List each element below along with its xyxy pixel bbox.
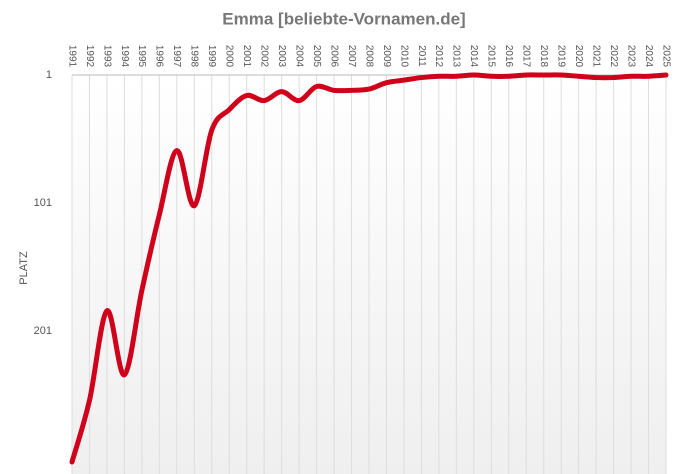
- x-tick-label: 1993: [101, 45, 112, 68]
- y-tick-label: 1: [46, 69, 52, 81]
- x-tick-label: 2022: [608, 45, 619, 68]
- x-tick-label: 1996: [154, 45, 165, 68]
- x-tick-label: 2004: [293, 45, 304, 68]
- x-tick-label: 2009: [381, 45, 392, 68]
- x-tick-label: 2006: [328, 45, 339, 68]
- x-tick-label: 2008: [363, 45, 374, 68]
- x-tick-label: 1997: [171, 45, 182, 68]
- x-tick-label: 1994: [119, 45, 130, 68]
- x-tick-label: 2005: [311, 45, 322, 68]
- x-tick-label: 2023: [625, 45, 636, 68]
- x-tick-label: 2001: [241, 45, 252, 68]
- chart-title: Emma [beliebte-Vornamen.de]: [222, 9, 465, 28]
- x-tick-label: 2000: [224, 45, 235, 68]
- x-tick-label: 2025: [660, 45, 671, 68]
- x-tick-label: 2011: [416, 45, 427, 67]
- x-tick-label: 2012: [433, 45, 444, 68]
- x-tick-label: 1992: [84, 45, 95, 68]
- line-series: [69, 72, 669, 465]
- x-tick-label: 2024: [643, 45, 654, 68]
- x-tick-label: 1991: [66, 45, 77, 68]
- x-tick-label: 2016: [503, 45, 514, 68]
- x-tick-label: 2013: [451, 45, 462, 68]
- x-tick-label: 2018: [538, 45, 549, 68]
- y-tick-label: 101: [34, 197, 52, 209]
- y-axis-label: PLATZ: [18, 251, 30, 285]
- x-tick-label: 2007: [346, 45, 357, 68]
- y-tick-label: 201: [34, 325, 52, 337]
- x-tick-label: 2014: [468, 45, 479, 68]
- x-tick-label: 1999: [206, 45, 217, 68]
- x-tick-label: 2002: [259, 45, 270, 68]
- x-tick-label: 2017: [521, 45, 532, 68]
- x-tick-label: 2021: [590, 45, 601, 68]
- x-tick-label: 2015: [486, 45, 497, 68]
- x-tick-label: 1998: [189, 45, 200, 68]
- x-tick-label: 1995: [136, 45, 147, 68]
- x-tick-label: 2019: [556, 45, 567, 68]
- x-tick-label: 2010: [398, 45, 409, 68]
- x-tick-label: 2003: [276, 45, 287, 68]
- x-tick-label: 2020: [573, 45, 584, 68]
